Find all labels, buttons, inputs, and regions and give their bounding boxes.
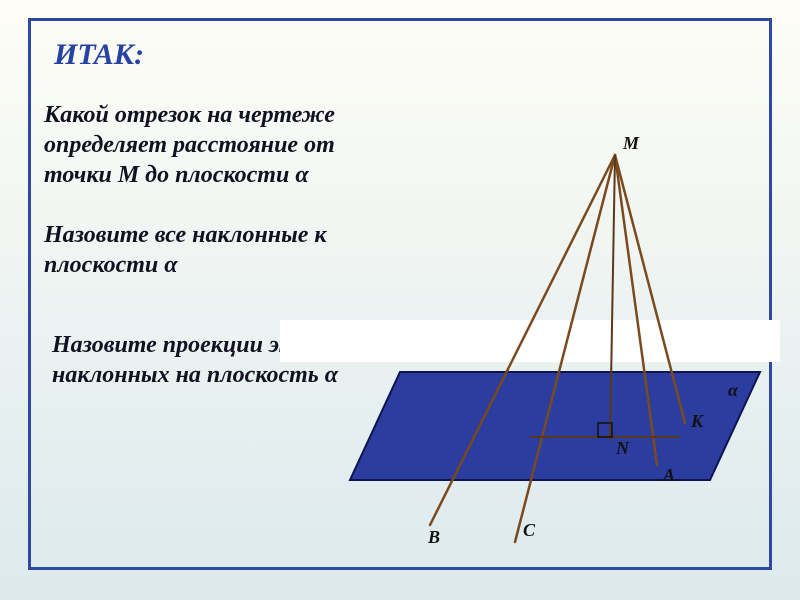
svg-text:A: A (662, 465, 675, 485)
svg-text:К: К (690, 411, 705, 431)
svg-text:C: C (523, 520, 536, 540)
svg-text:α: α (728, 380, 739, 400)
svg-text:N: N (615, 438, 630, 458)
slide: ИТАК: Какой отрезок на чертежеопределяет… (0, 0, 800, 600)
slide-title: ИТАК: (54, 38, 144, 72)
svg-text:M: M (622, 133, 640, 153)
geometry-diagram: M N B C A Кα (280, 130, 780, 560)
svg-text:B: B (427, 527, 440, 547)
